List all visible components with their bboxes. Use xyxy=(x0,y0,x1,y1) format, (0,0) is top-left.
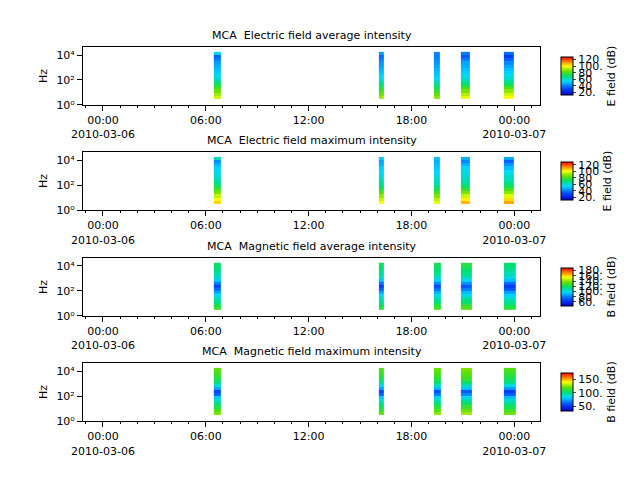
svg-text:10²: 10² xyxy=(56,179,74,192)
svg-text:10⁴: 10⁴ xyxy=(56,260,75,273)
svg-text:00:002010-03-06: 00:002010-03-06 xyxy=(71,114,135,141)
svg-text:10²: 10² xyxy=(56,74,74,87)
svg-text:10⁴: 10⁴ xyxy=(56,49,75,62)
svg-text:10⁴: 10⁴ xyxy=(56,154,75,167)
svg-text:10²: 10² xyxy=(56,285,74,298)
svg-text:00:002010-03-06: 00:002010-03-06 xyxy=(71,325,135,352)
svg-text:50.: 50. xyxy=(578,400,596,413)
svg-text:00:002010-03-07: 00:002010-03-07 xyxy=(482,430,546,457)
svg-text:60.: 60. xyxy=(578,296,596,309)
svg-text:10⁰: 10⁰ xyxy=(56,310,75,323)
svg-text:160.: 160. xyxy=(578,270,603,283)
svg-text:120.: 120. xyxy=(578,280,603,293)
svg-text:00:002010-03-06: 00:002010-03-06 xyxy=(71,430,135,457)
svg-text:100.: 100. xyxy=(578,285,603,298)
svg-text:00:002010-03-06: 00:002010-03-06 xyxy=(71,219,135,246)
svg-text:Hz: Hz xyxy=(37,280,50,294)
svg-text:60: 60 xyxy=(578,178,592,191)
svg-text:12:00: 12:00 xyxy=(293,430,325,443)
svg-text:00:002010-03-07: 00:002010-03-07 xyxy=(482,114,546,141)
svg-text:10⁰: 10⁰ xyxy=(56,204,75,217)
svg-text:140.: 140. xyxy=(578,275,603,288)
svg-text:06:00: 06:00 xyxy=(190,219,222,232)
svg-text:B field (dB): B field (dB) xyxy=(605,361,618,422)
svg-text:E field (dB): E field (dB) xyxy=(601,151,614,212)
svg-text:40: 40 xyxy=(578,80,592,93)
svg-text:18:00: 18:00 xyxy=(396,114,428,127)
svg-text:12:00: 12:00 xyxy=(293,219,325,232)
svg-text:MCA Magnetic field maximum in: MCA Magnetic field maximum intensity xyxy=(202,345,422,358)
svg-text:Hz: Hz xyxy=(37,69,50,83)
svg-text:06:00: 06:00 xyxy=(190,430,222,443)
svg-text:60: 60 xyxy=(578,73,592,86)
svg-text:MCA Electric field average in: MCA Electric field average intensity xyxy=(212,29,412,42)
svg-text:B field (dB): B field (dB) xyxy=(605,256,618,317)
svg-text:Hz: Hz xyxy=(37,385,50,399)
svg-text:10⁴: 10⁴ xyxy=(56,365,75,378)
svg-text:180.: 180. xyxy=(578,264,603,277)
svg-text:100.: 100. xyxy=(578,60,603,73)
svg-text:18:00: 18:00 xyxy=(396,325,428,338)
svg-text:MCA Electric field maximum in: MCA Electric field maximum intensity xyxy=(207,134,417,147)
svg-text:00:002010-03-07: 00:002010-03-07 xyxy=(482,219,546,246)
svg-text:18:00: 18:00 xyxy=(396,430,428,443)
svg-text:06:00: 06:00 xyxy=(190,114,222,127)
svg-text:80: 80 xyxy=(578,172,592,185)
svg-text:12:00: 12:00 xyxy=(293,114,325,127)
svg-text:E field (dB): E field (dB) xyxy=(605,46,618,107)
svg-text:20.: 20. xyxy=(578,191,596,204)
svg-text:150.: 150. xyxy=(578,373,603,386)
svg-text:10⁰: 10⁰ xyxy=(56,99,75,112)
svg-text:00:002010-03-07: 00:002010-03-07 xyxy=(482,325,546,352)
svg-text:10²: 10² xyxy=(56,390,74,403)
svg-text:80: 80 xyxy=(578,67,592,80)
svg-text:18:00: 18:00 xyxy=(396,219,428,232)
svg-text:12:00: 12:00 xyxy=(293,325,325,338)
svg-text:20.: 20. xyxy=(578,86,596,99)
svg-text:Hz: Hz xyxy=(37,174,50,188)
svg-text:40: 40 xyxy=(578,185,592,198)
svg-text:80: 80 xyxy=(578,291,592,304)
svg-text:120: 120 xyxy=(578,53,599,66)
svg-text:06:00: 06:00 xyxy=(190,325,222,338)
svg-text:MCA Magnetic field average in: MCA Magnetic field average intensity xyxy=(207,240,416,253)
svg-text:120: 120 xyxy=(578,159,599,172)
svg-text:10⁰: 10⁰ xyxy=(56,415,75,428)
svg-text:100.: 100. xyxy=(578,387,603,400)
svg-text:100: 100 xyxy=(578,165,599,178)
